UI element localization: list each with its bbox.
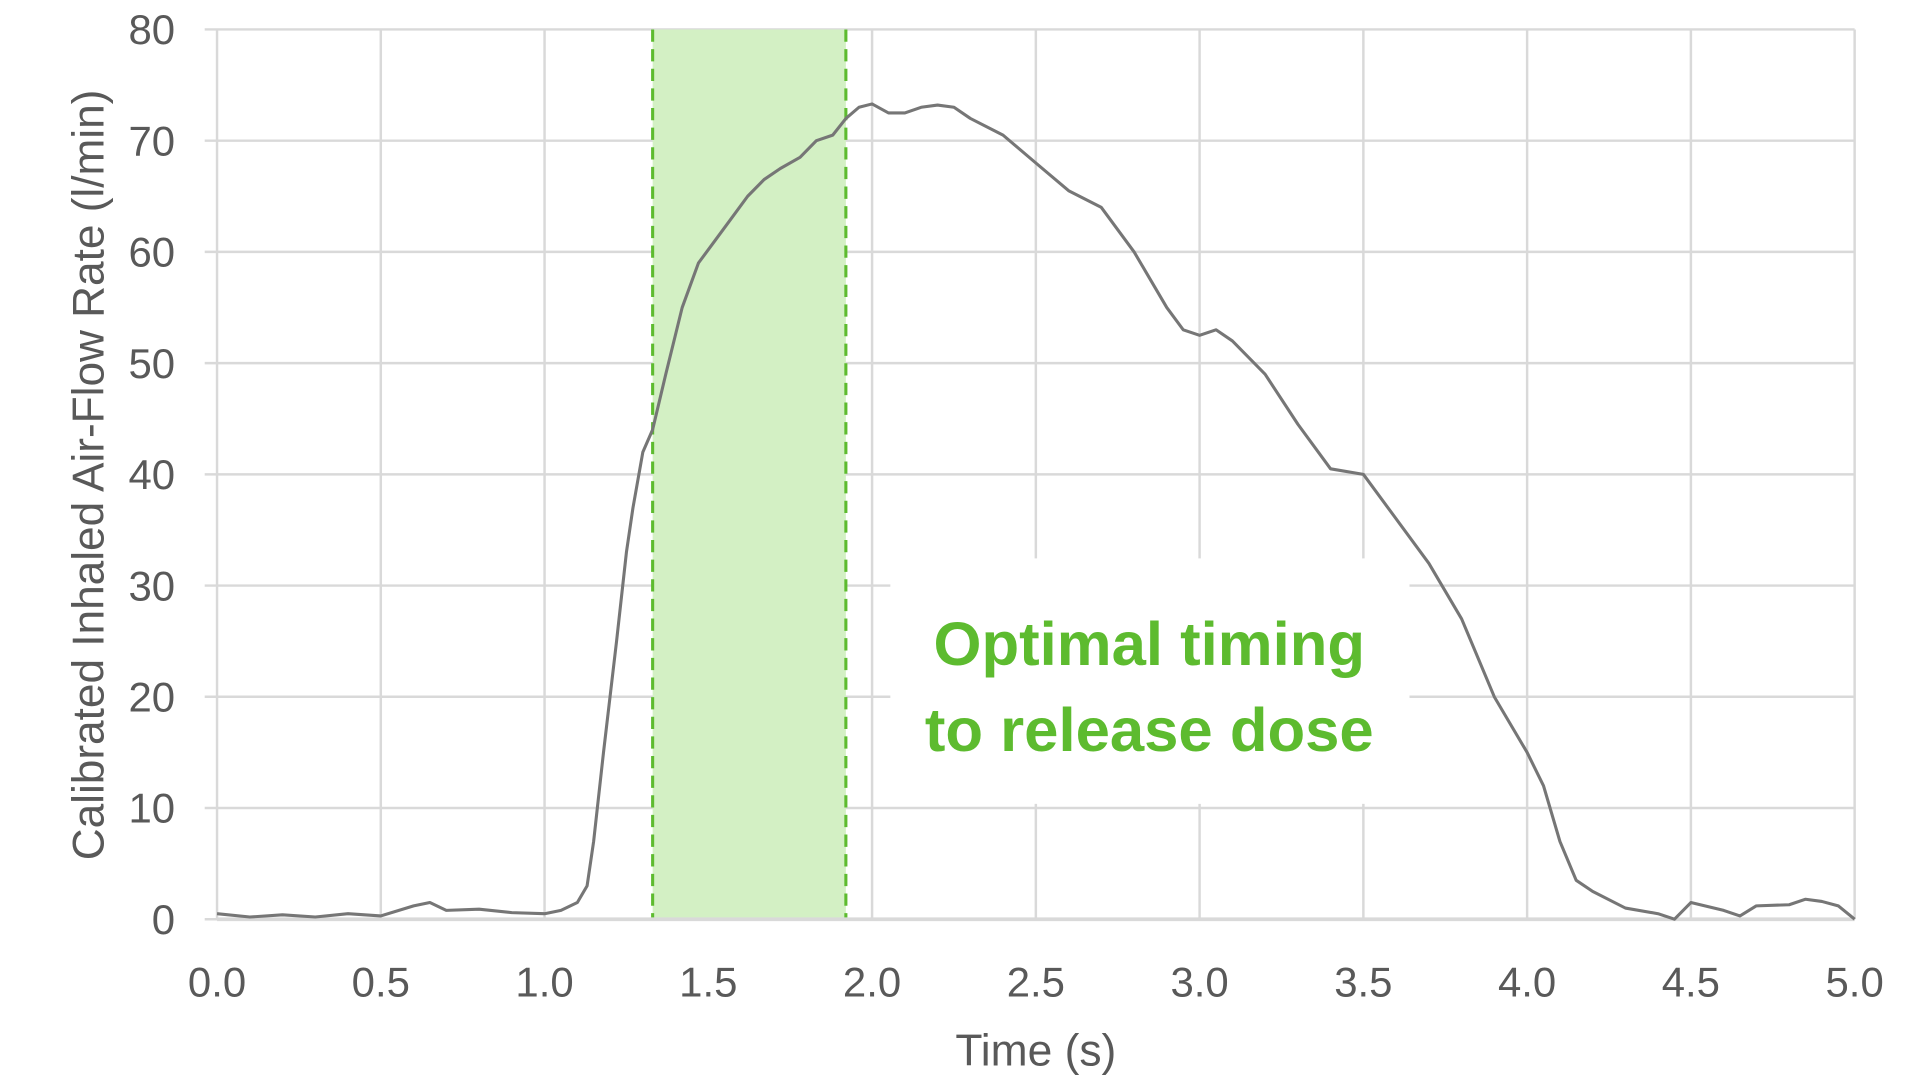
y-tick-label: 80 [128, 6, 175, 53]
x-tick-label: 4.5 [1662, 959, 1720, 1006]
x-tick-label: 5.0 [1826, 959, 1884, 1006]
y-tick-label: 50 [128, 340, 175, 387]
x-tick-label: 1.0 [515, 959, 573, 1006]
x-axis-label: Time (s) [955, 1026, 1116, 1075]
y-tick-label: 70 [128, 117, 175, 164]
annotation-line-2: to release dose [925, 696, 1374, 765]
x-tick-label: 2.5 [1007, 959, 1065, 1006]
x-tick-label: 4.0 [1498, 959, 1556, 1006]
y-tick-label: 0 [152, 896, 175, 943]
x-tick-label: 3.0 [1170, 959, 1228, 1006]
x-tick-label: 1.5 [679, 959, 737, 1006]
airflow-line [216, 102, 1856, 921]
x-tick-label: 0.0 [188, 959, 246, 1006]
y-axis-label: Calibrated Inhaled Air-Flow Rate (l/min) [64, 90, 113, 861]
annotation-background [890, 558, 1410, 804]
y-tick-label: 20 [128, 674, 175, 721]
x-tick-label: 3.5 [1334, 959, 1392, 1006]
y-tick-label: 10 [128, 785, 175, 832]
axes: 0 10 20 30 40 50 60 70 80 0.0 0.5 1.0 1.5 2.0 2.5 3.0 3.… [128, 6, 1883, 1005]
y-tick-label: 30 [128, 562, 175, 609]
x-tick-label: 2.0 [843, 959, 901, 1006]
x-tick-label: 0.5 [352, 959, 410, 1006]
y-tick-label: 40 [128, 451, 175, 498]
annotation-line-1: Optimal timing [934, 610, 1366, 679]
y-tick-label: 60 [128, 229, 175, 276]
optimal-timing-band [651, 29, 848, 920]
series [216, 102, 1856, 921]
band-fill [652, 29, 846, 920]
